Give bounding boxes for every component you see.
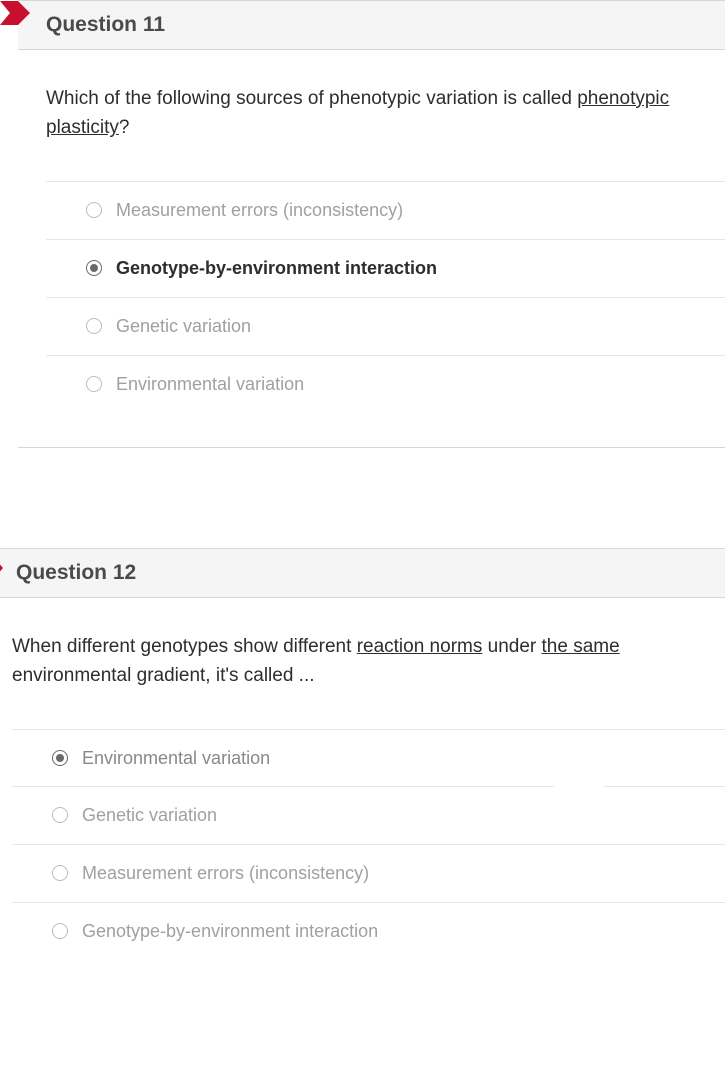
question-header: Question 11	[18, 0, 725, 50]
option-row[interactable]: Genotype-by-environment interaction	[12, 903, 725, 960]
question-header: Question 12	[0, 548, 725, 598]
question-title: Question 12	[16, 561, 705, 585]
question-prompt: When different genotypes show different …	[12, 632, 725, 691]
radio-icon[interactable]	[52, 865, 68, 881]
prompt-text: environmental gradient, it's called ...	[12, 665, 315, 686]
prompt-underline: the same	[542, 636, 620, 657]
option-label: Environmental variation	[116, 374, 304, 395]
option-row[interactable]: Genetic variation	[46, 298, 725, 356]
question-12-block: Question 12 When different genotypes sho…	[0, 548, 725, 980]
option-label: Environmental variation	[82, 748, 270, 769]
question-indicator-icon	[0, 1, 30, 31]
option-label: Measurement errors (inconsistency)	[116, 200, 403, 221]
question-body: Which of the following sources of phenot…	[18, 50, 725, 448]
option-row[interactable]: Measurement errors (inconsistency)	[12, 845, 725, 903]
option-label: Genetic variation	[82, 805, 217, 826]
option-row[interactable]: Environmental variation	[12, 730, 725, 787]
option-label: Genotype-by-environment interaction	[82, 921, 378, 942]
option-row[interactable]: Genotype-by-environment interaction	[46, 240, 725, 298]
question-indicator-icon	[0, 561, 11, 575]
option-label: Measurement errors (inconsistency)	[82, 863, 369, 884]
prompt-underline: reaction norms	[357, 636, 483, 657]
option-label: Genotype-by-environment interaction	[116, 258, 437, 279]
radio-icon[interactable]	[52, 923, 68, 939]
prompt-text: When different genotypes show different	[12, 636, 357, 657]
radio-icon[interactable]	[52, 807, 68, 823]
radio-icon[interactable]	[86, 260, 102, 276]
radio-icon[interactable]	[86, 318, 102, 334]
option-row[interactable]: Environmental variation	[46, 356, 725, 413]
question-title: Question 11	[46, 13, 705, 37]
prompt-text: Which of the following sources of phenot…	[46, 88, 577, 109]
option-row[interactable]: Genetic variation	[12, 787, 725, 845]
radio-icon[interactable]	[52, 750, 68, 766]
option-row[interactable]: Measurement errors (inconsistency)	[46, 182, 725, 240]
radio-icon[interactable]	[86, 376, 102, 392]
question-body: When different genotypes show different …	[0, 598, 725, 980]
question-11-block: Question 11 Which of the following sourc…	[18, 0, 725, 448]
options-list: Environmental variation Genetic variatio…	[12, 729, 725, 960]
question-prompt: Which of the following sources of phenot…	[46, 84, 725, 143]
prompt-text: under	[482, 636, 541, 657]
options-list: Measurement errors (inconsistency) Genot…	[46, 181, 725, 413]
prompt-text: ?	[119, 117, 130, 138]
radio-icon[interactable]	[86, 202, 102, 218]
option-label: Genetic variation	[116, 316, 251, 337]
